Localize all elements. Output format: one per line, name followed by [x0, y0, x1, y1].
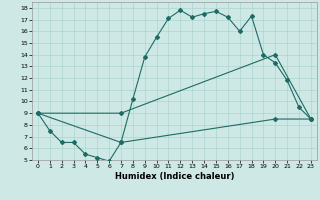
- X-axis label: Humidex (Indice chaleur): Humidex (Indice chaleur): [115, 172, 234, 181]
